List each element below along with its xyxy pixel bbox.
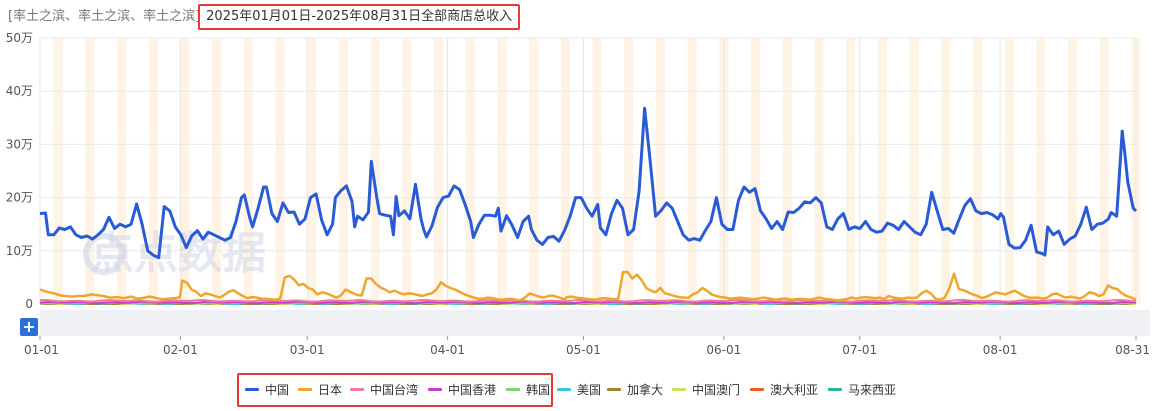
weekend-band (560, 38, 570, 304)
weekend-band (782, 38, 792, 304)
watermark-logo-icon (83, 233, 125, 275)
weekend-band (148, 38, 158, 304)
weekend-band (307, 38, 317, 304)
weekend-band (972, 38, 983, 304)
weekend-band (1004, 38, 1014, 304)
legend-item[interactable]: 中国澳门 (672, 375, 740, 405)
x-tick-label: 05-01 (566, 343, 601, 357)
plus-icon: + (22, 317, 35, 336)
weekend-band (85, 38, 95, 304)
legend-item[interactable]: 中国台湾 (350, 375, 418, 405)
y-tick-label: 20万 (6, 191, 33, 205)
weekend-band (909, 38, 919, 304)
legend-item[interactable]: 加拿大 (607, 375, 663, 405)
chart-header: [率土之滨、率土之滨、率土之滨] 2025年01月01日-2025年08月31日全… (8, 4, 521, 30)
weekend-band (180, 38, 190, 304)
x-tick-label: 08-01 (983, 343, 1018, 357)
weekend-band (592, 38, 602, 304)
legend-item[interactable]: 中国香港 (428, 375, 496, 405)
weekend-band (212, 38, 222, 304)
legend-label: 马来西亚 (848, 383, 897, 397)
legend-label: 日本 (318, 383, 343, 397)
legend-swatch (672, 388, 686, 391)
legend-swatch (828, 388, 842, 391)
legend-label: 澳大利亚 (770, 383, 819, 397)
legend-item[interactable]: 中国 (245, 375, 289, 405)
x-tick-label: 07-01 (842, 343, 877, 357)
y-tick-label: 30万 (6, 137, 33, 151)
x-tick-label: 06-01 (706, 343, 741, 357)
legend-swatch (607, 388, 621, 391)
legend-label: 中国澳门 (692, 383, 741, 397)
weekend-band (529, 38, 539, 304)
legend-label: 中国香港 (448, 383, 497, 397)
legend-swatch (506, 388, 520, 391)
series-line-日本[interactable] (39, 270, 1137, 302)
x-tick-label: 02-01 (163, 343, 198, 357)
y-tick-label: 50万 (6, 31, 33, 45)
series-line-中国[interactable] (39, 106, 1138, 260)
weekend-band (941, 38, 951, 304)
x-tick-label: 08-31 (1115, 343, 1150, 357)
weekend-band (497, 38, 507, 304)
legend-label: 韩国 (526, 383, 551, 397)
legend-swatch (298, 388, 312, 391)
weekend-band (53, 38, 63, 304)
legend-swatch (350, 388, 364, 391)
legend-item[interactable]: 澳大利亚 (750, 375, 818, 405)
zoom-slider-track[interactable] (40, 310, 1150, 336)
legend-swatch (428, 388, 442, 391)
weekend-band (846, 38, 856, 304)
y-tick-label: 0 (25, 297, 33, 311)
weekend-band (655, 38, 665, 304)
weekend-band (434, 38, 444, 304)
series-line-中国台湾[interactable] (39, 298, 1137, 303)
weekend-band (1068, 38, 1078, 304)
weekend-band (687, 38, 697, 304)
zoom-expand-button[interactable] (20, 318, 38, 336)
weekend-band (751, 38, 761, 304)
legend-label: 美国 (577, 383, 602, 397)
weekend-band (275, 38, 285, 304)
chart-header-prefix: [率土之滨、率土之滨、率土之滨] (8, 9, 201, 24)
x-tick-label: 04-01 (430, 343, 465, 357)
weekend-band (1099, 38, 1109, 304)
weekend-band (402, 38, 412, 304)
series-line-中国香港[interactable] (39, 300, 1137, 305)
y-tick-label: 40万 (6, 84, 33, 98)
legend-swatch (750, 388, 764, 391)
legend-item[interactable]: 马来西亚 (828, 375, 896, 405)
weekend-band (1036, 38, 1046, 304)
legend-swatch (245, 388, 259, 391)
weekend-band (370, 38, 380, 304)
legend-item[interactable]: 韩国 (506, 375, 550, 405)
legend-highlight-box (237, 373, 553, 407)
legend-item[interactable]: 日本 (298, 375, 342, 405)
weekend-band (465, 38, 475, 304)
weekend-band (243, 38, 253, 304)
watermark: 点点数据 (90, 228, 266, 279)
x-tick-label: 03-01 (290, 343, 325, 357)
weekend-band (814, 38, 824, 304)
legend-label: 加拿大 (627, 383, 664, 397)
weekend-band (877, 38, 887, 304)
weekend-band (624, 38, 634, 304)
weekend-band (116, 38, 127, 304)
legend-label: 中国台湾 (370, 383, 419, 397)
chart-title: 2025年01月01日-2025年08月31日全部商店总收入 (198, 4, 521, 30)
y-tick-label: 10万 (6, 244, 33, 258)
legend-item[interactable]: 美国 (557, 375, 601, 405)
x-tick-label: 01-01 (24, 343, 59, 357)
weekend-band (338, 38, 348, 304)
legend-label: 中国 (265, 383, 290, 397)
legend-swatch (557, 388, 571, 391)
